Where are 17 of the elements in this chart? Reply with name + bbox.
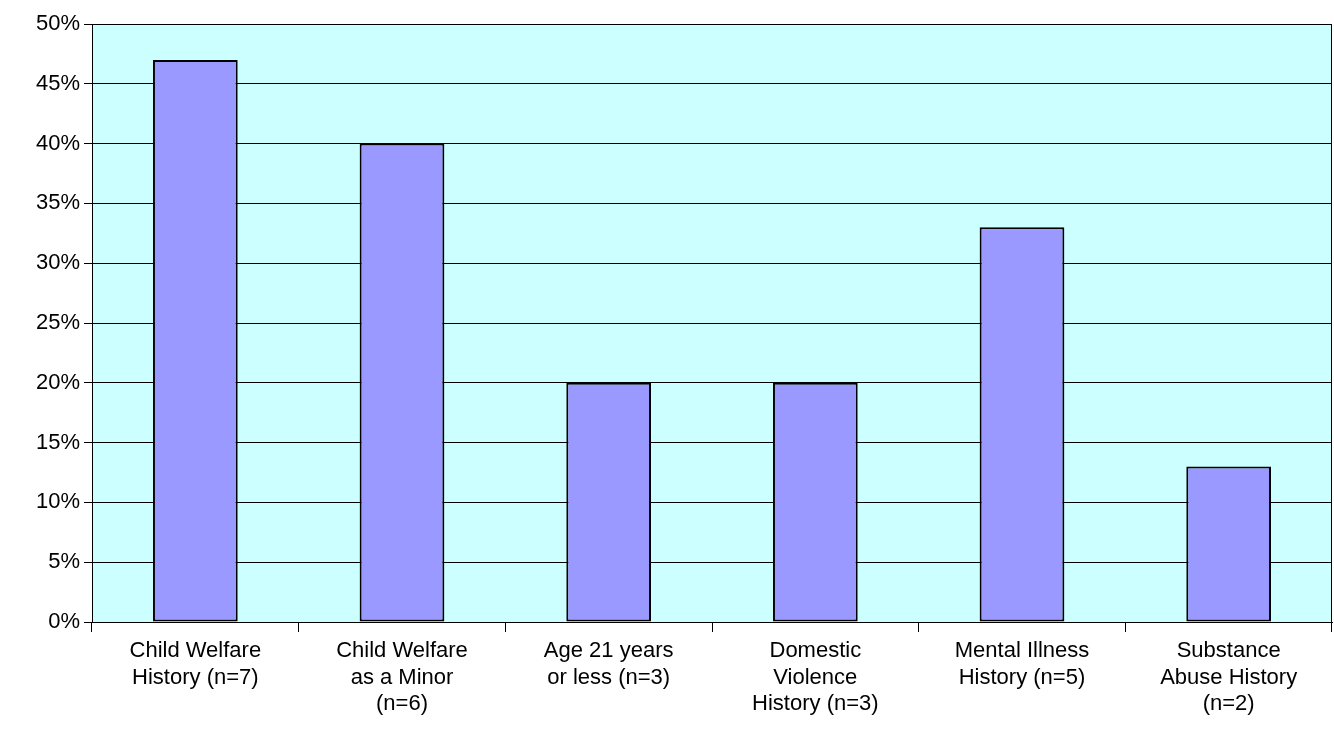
x-tick-label: Child Welfare as a Minor (n=6) [336, 637, 468, 716]
x-tick-label: Domestic Violence History (n=3) [752, 637, 879, 716]
y-tick-label: 10% [35, 488, 80, 514]
y-tick-label: 15% [35, 428, 80, 454]
y-tick-label: 20% [35, 368, 80, 394]
x-tick-label: Age 21 years or less (n=3) [543, 637, 674, 689]
y-tick-label: 25% [35, 309, 80, 335]
y-tick-label: 35% [35, 189, 80, 215]
y-tick-label: 50% [35, 10, 80, 36]
y-tick-label: 40% [35, 129, 80, 155]
x-tick-label: Substance Abuse History (n=2) [1160, 637, 1298, 716]
x-tick-label: Mental Illness History (n=5) [954, 637, 1090, 689]
y-tick-label: 30% [35, 249, 80, 275]
y-tick-label: 5% [48, 548, 80, 574]
y-tick-label: 45% [35, 69, 80, 95]
x-tick-label: Child Welfare History (n=7) [129, 637, 262, 689]
y-tick-label: 0% [48, 608, 80, 634]
